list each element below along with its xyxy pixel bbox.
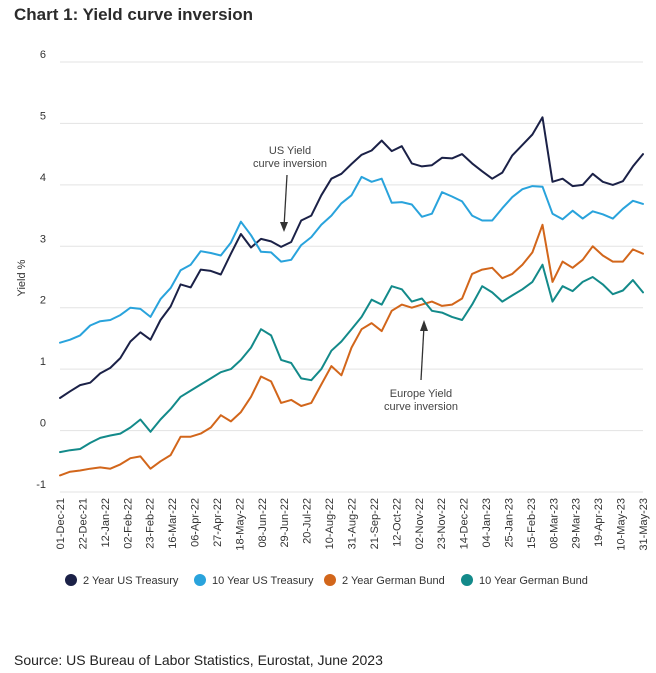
x-tick-label: 02-Feb-22	[122, 498, 134, 549]
series-line-2-year-us-treasury	[59, 116, 644, 399]
y-axis-label: Yield %	[16, 259, 28, 296]
x-tick-label: 25-Jan-23	[503, 498, 515, 548]
y-tick-label: 4	[40, 172, 46, 184]
x-tick-label: 16-Mar-22	[167, 498, 179, 549]
x-tick-label: 10-Aug-22	[324, 498, 336, 549]
annotations: US Yield curve inversion Europe Yield curve…	[253, 145, 458, 413]
y-axis-ticks: 6 5 4 3 2 1 0 -1	[36, 49, 46, 491]
x-tick-label: 12-Jan-22	[100, 498, 112, 548]
legend-label: 2 Year German Bund	[342, 575, 445, 587]
x-tick-label: 23-Nov-22	[436, 498, 448, 549]
annotation-europe-inversion: Europe Yield curve inversion	[384, 388, 458, 413]
annotation-arrow-us	[283, 174, 288, 228]
x-tick-label: 31-May-23	[638, 498, 650, 551]
y-tick-label: 0	[40, 418, 46, 430]
x-tick-label: 12-Oct-22	[391, 498, 403, 547]
legend-marker	[461, 574, 473, 586]
legend: 2 Year US Treasury 10 Year US Treasury 2 Y…	[65, 574, 588, 587]
legend-label: 10 Year German Bund	[479, 575, 588, 587]
chart-title: Chart 1: Yield curve inversion	[14, 5, 254, 24]
x-tick-label: 31-Aug-22	[347, 498, 359, 549]
x-tick-label: 27-Apr-22	[212, 498, 224, 547]
annotation-arrowhead-us	[280, 222, 288, 232]
x-tick-label: 22-Dec-21	[77, 498, 89, 549]
y-tick-label: 1	[40, 356, 46, 368]
y-tick-label: 3	[40, 233, 46, 245]
x-tick-label: 02-Nov-22	[414, 498, 426, 549]
x-tick-label: 04-Jan-23	[481, 498, 493, 548]
legend-label: 2 Year US Treasury	[83, 575, 179, 587]
x-tick-label: 18-May-22	[234, 498, 246, 551]
x-axis-ticks: 01-Dec-21 22-Dec-21 12-Jan-22 02-Feb-22 23-F…	[55, 498, 650, 551]
x-tick-label: 01-Dec-21	[55, 498, 67, 549]
x-tick-label: 23-Feb-22	[145, 498, 157, 549]
series-line-2-year-german-bund	[59, 223, 644, 477]
legend-marker	[65, 574, 77, 586]
series-line-10-year-german-bund	[59, 263, 644, 454]
annotation-us-inversion: US Yield curve inversion	[253, 145, 327, 170]
source-note: Source: US Bureau of Labor Statistics, E…	[14, 652, 383, 668]
annotation-arrowhead-europe	[420, 320, 428, 331]
legend-label: 10 Year US Treasury	[212, 575, 314, 587]
annotation-arrow-europe	[420, 325, 425, 381]
y-tick-label: 6	[40, 49, 46, 61]
series-line-10-year-us-treasury	[59, 175, 644, 344]
legend-marker	[194, 574, 206, 586]
x-tick-label: 14-Dec-22	[459, 498, 471, 549]
x-tick-label: 29-Mar-23	[571, 498, 583, 549]
x-tick-label: 08-Mar-23	[548, 498, 560, 549]
y-tick-label: 5	[40, 110, 46, 122]
y-tick-label: 2	[40, 295, 46, 307]
x-tick-label: 10-May-23	[616, 498, 628, 551]
x-tick-label: 06-Apr-22	[190, 498, 202, 547]
x-tick-label: 29-Jun-22	[279, 498, 291, 548]
x-tick-label: 19-Apr-23	[593, 498, 605, 547]
y-tick-label: -1	[36, 479, 46, 491]
x-tick-label: 15-Feb-23	[526, 498, 538, 549]
x-tick-label: 20-Jul-22	[302, 498, 314, 544]
legend-marker	[324, 574, 336, 586]
series-lines	[59, 116, 644, 477]
x-tick-label: 08-Jun-22	[257, 498, 269, 548]
x-tick-label: 21-Sep-22	[369, 498, 381, 549]
